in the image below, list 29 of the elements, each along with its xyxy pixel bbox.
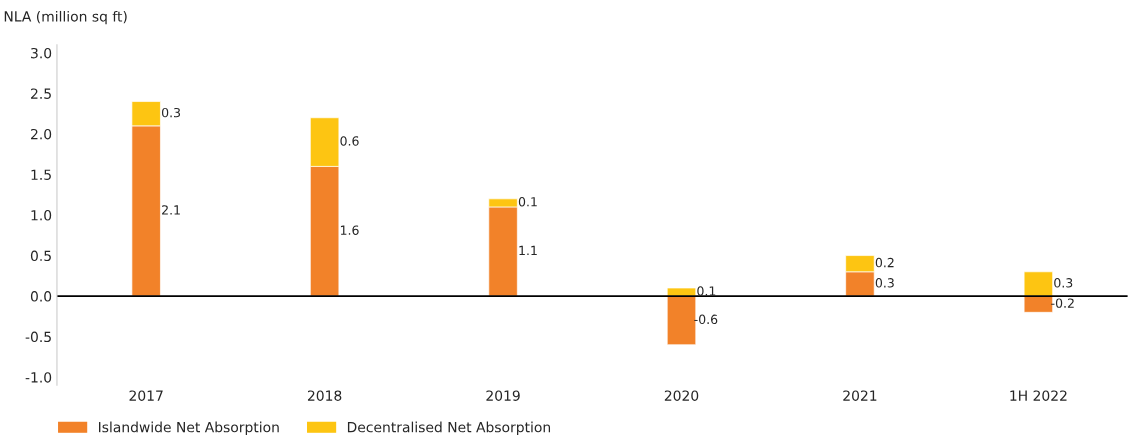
data-label: 0.3	[875, 278, 894, 288]
y-tick-label: 1.5	[31, 169, 51, 180]
data-label: 0.3	[161, 107, 181, 118]
x-tick-label: 2018	[307, 390, 342, 401]
y-tick-label: 0.0	[30, 291, 52, 302]
x-tick-label: 2019	[486, 390, 520, 401]
data-label: 1.6	[340, 225, 359, 235]
data-label: 0.1	[518, 197, 537, 207]
data-label: 0.1	[697, 286, 716, 296]
data-label: 0.6	[340, 136, 359, 146]
data-label: 2.1	[162, 205, 180, 215]
x-tick-label: 2017	[129, 390, 163, 401]
x-tick-label: 2021	[843, 390, 877, 401]
y-tick-label: 3.0	[31, 47, 52, 59]
x-tick-label: 1H 2022	[1010, 390, 1067, 401]
bar	[1023, 271, 1054, 297]
data-label: 0.2	[875, 257, 894, 268]
data-label: 1.1	[519, 245, 537, 255]
y-tick-label: 2.5	[31, 88, 51, 99]
data-label: 0.3	[1054, 278, 1073, 288]
legend-label: Islandwide Net Absorption	[99, 421, 279, 436]
y-axis-title: NLA (million sq ft)	[4, 10, 127, 25]
x-tick-label: 2020	[664, 390, 699, 401]
y-tick-label: 2.0	[31, 128, 52, 140]
y-tick-label: -1.0	[25, 372, 52, 383]
legend-label: Decentralised Net Absorption	[347, 421, 551, 436]
y-tick-label: -0.5	[25, 331, 51, 343]
y-tick-label: 1.0	[31, 210, 52, 221]
y-tick-label: 0.5	[30, 250, 51, 262]
